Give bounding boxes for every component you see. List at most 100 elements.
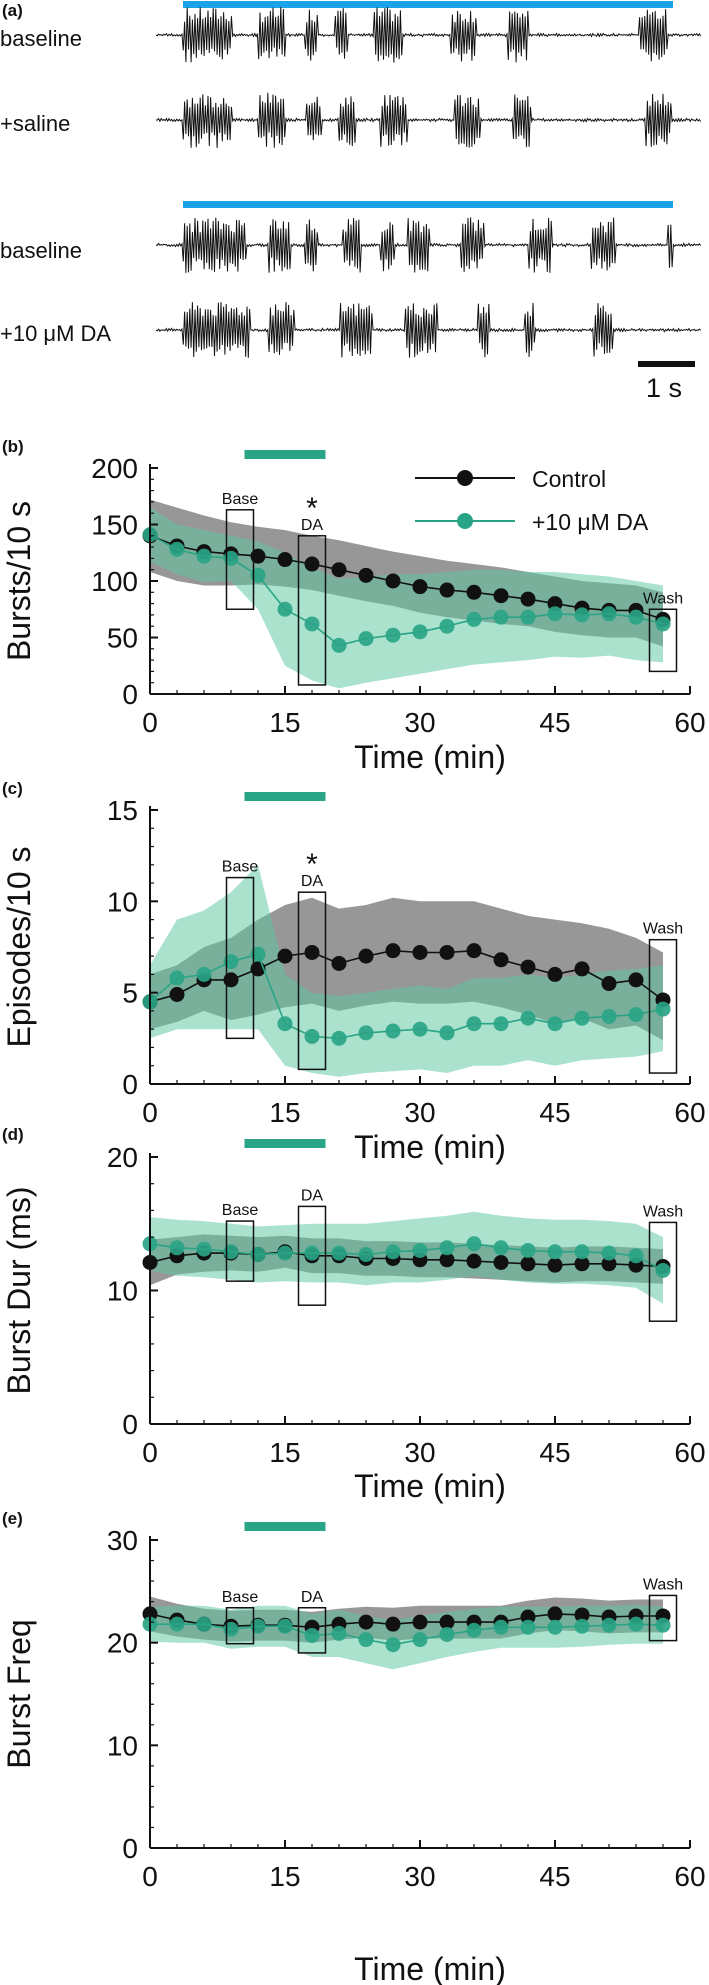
da-point	[574, 1010, 590, 1026]
da-point	[520, 609, 536, 625]
da-point	[385, 627, 401, 643]
control-point	[385, 1616, 401, 1632]
treatment-bar	[244, 792, 326, 801]
control-point	[439, 1252, 455, 1268]
light-stimulus-bar	[183, 1, 673, 8]
da-point	[520, 1010, 536, 1026]
epoch-box	[225, 509, 255, 610]
control-point	[385, 573, 401, 589]
da-error-band	[150, 1604, 663, 1670]
control-point	[520, 1609, 536, 1625]
da-point	[412, 1632, 428, 1648]
y-tick-label: 15	[107, 795, 138, 826]
panel-label-a: (a)	[2, 1, 23, 20]
y-tick-label: 10	[107, 1276, 138, 1307]
x-tick-label: 15	[269, 1437, 300, 1468]
control-point	[520, 959, 536, 975]
y-tick-label: 50	[107, 623, 138, 654]
control-point	[439, 1614, 455, 1630]
y-tick-label: 5	[122, 978, 138, 1009]
x-axis-label: Time (min)	[354, 1129, 506, 1165]
x-tick-label: 0	[142, 1097, 158, 1128]
da-point	[547, 606, 563, 622]
control-point	[601, 976, 617, 992]
da-point	[439, 1626, 455, 1642]
da-point	[601, 1245, 617, 1261]
panel-e: (e) Base DA Wash 0 10 20 30 0 15 30 45 60 Time (min)…	[1, 1509, 706, 1985]
control-point	[574, 1256, 590, 1272]
legend-label-control: Control	[532, 466, 606, 492]
da-point	[358, 1632, 374, 1648]
control-point	[385, 943, 401, 959]
da-point	[169, 1240, 185, 1256]
epoch-box-label: DA	[301, 1589, 324, 1606]
epoch-box	[648, 938, 678, 1074]
x-tick-label: 0	[142, 1861, 158, 1892]
epoch-box	[225, 1220, 255, 1282]
trace-saline	[155, 92, 702, 149]
control-point	[466, 943, 482, 959]
da-point	[439, 1025, 455, 1041]
y-tick-label: 0	[122, 1409, 138, 1440]
da-point	[358, 1025, 374, 1041]
da-point	[385, 1244, 401, 1260]
legend-marker-control	[457, 470, 473, 486]
da-point	[466, 611, 482, 627]
trace-label-da: +10 μM DA	[0, 321, 111, 346]
trace-da	[155, 302, 702, 358]
x-tick-label: 60	[674, 707, 705, 738]
trace-baseline-1	[155, 7, 702, 63]
light-stimulus-bar	[183, 201, 673, 208]
epoch-box-label: Wash	[643, 921, 683, 938]
control-point	[547, 966, 563, 982]
da-point	[439, 1240, 455, 1256]
y-tick-label: 20	[107, 1142, 138, 1173]
da-point	[601, 1008, 617, 1024]
panel-b: (b) Base DA Wash * 0 50 100 150 200 0 15 30 45 60 Time…	[1, 437, 706, 775]
legend-label-da: +10 μM DA	[532, 509, 649, 535]
da-point	[331, 1245, 347, 1261]
da-point	[655, 1617, 671, 1633]
x-axis-label: Time (min)	[354, 1951, 506, 1985]
da-point	[412, 1242, 428, 1258]
y-tick-label: 0	[122, 1833, 138, 1864]
da-point	[628, 609, 644, 625]
epoch-box-label: Base	[222, 859, 259, 876]
panel-label-c: (c)	[2, 779, 23, 798]
x-tick-label: 60	[674, 1097, 705, 1128]
da-point	[466, 1016, 482, 1032]
scale-bar-label: 1 s	[646, 373, 682, 403]
control-point	[601, 1256, 617, 1272]
epoch-box-label: Base	[222, 1589, 259, 1606]
x-tick-label: 45	[539, 1097, 570, 1128]
treatment-bar	[244, 1522, 326, 1531]
panel-d: (d) Base DA Wash 0 10 20 0 15 30 45 60 Time (min) Bu…	[1, 1125, 706, 1504]
epoch-box	[648, 1594, 678, 1642]
y-tick-label: 150	[91, 510, 138, 541]
da-point	[520, 1242, 536, 1258]
da-point	[304, 1029, 320, 1045]
control-point	[169, 986, 185, 1002]
x-tick-label: 30	[404, 707, 435, 738]
da-point	[196, 1616, 212, 1632]
da-point	[493, 1619, 509, 1635]
panel-c: (c) Base DA Wash * 0 5 10 15 0 15 30 45 60 Time (min)…	[1, 779, 706, 1165]
y-axis-label: Burst Freq	[1, 1619, 37, 1768]
x-tick-label: 15	[269, 1097, 300, 1128]
x-tick-label: 45	[539, 707, 570, 738]
da-point	[277, 1016, 293, 1032]
y-axis-label: Burst Dur (ms)	[1, 1187, 37, 1395]
x-tick-label: 60	[674, 1861, 705, 1892]
x-tick-label: 30	[404, 1097, 435, 1128]
da-point	[277, 1245, 293, 1261]
trace-baseline-2	[155, 217, 702, 273]
x-tick-label: 0	[142, 707, 158, 738]
x-tick-label: 30	[404, 1437, 435, 1468]
control-point	[358, 1614, 374, 1630]
da-point	[331, 637, 347, 653]
y-tick-label: 20	[107, 1628, 138, 1659]
control-point	[412, 944, 428, 960]
control-point	[547, 1257, 563, 1273]
treatment-bar	[244, 450, 326, 459]
control-point	[628, 972, 644, 988]
